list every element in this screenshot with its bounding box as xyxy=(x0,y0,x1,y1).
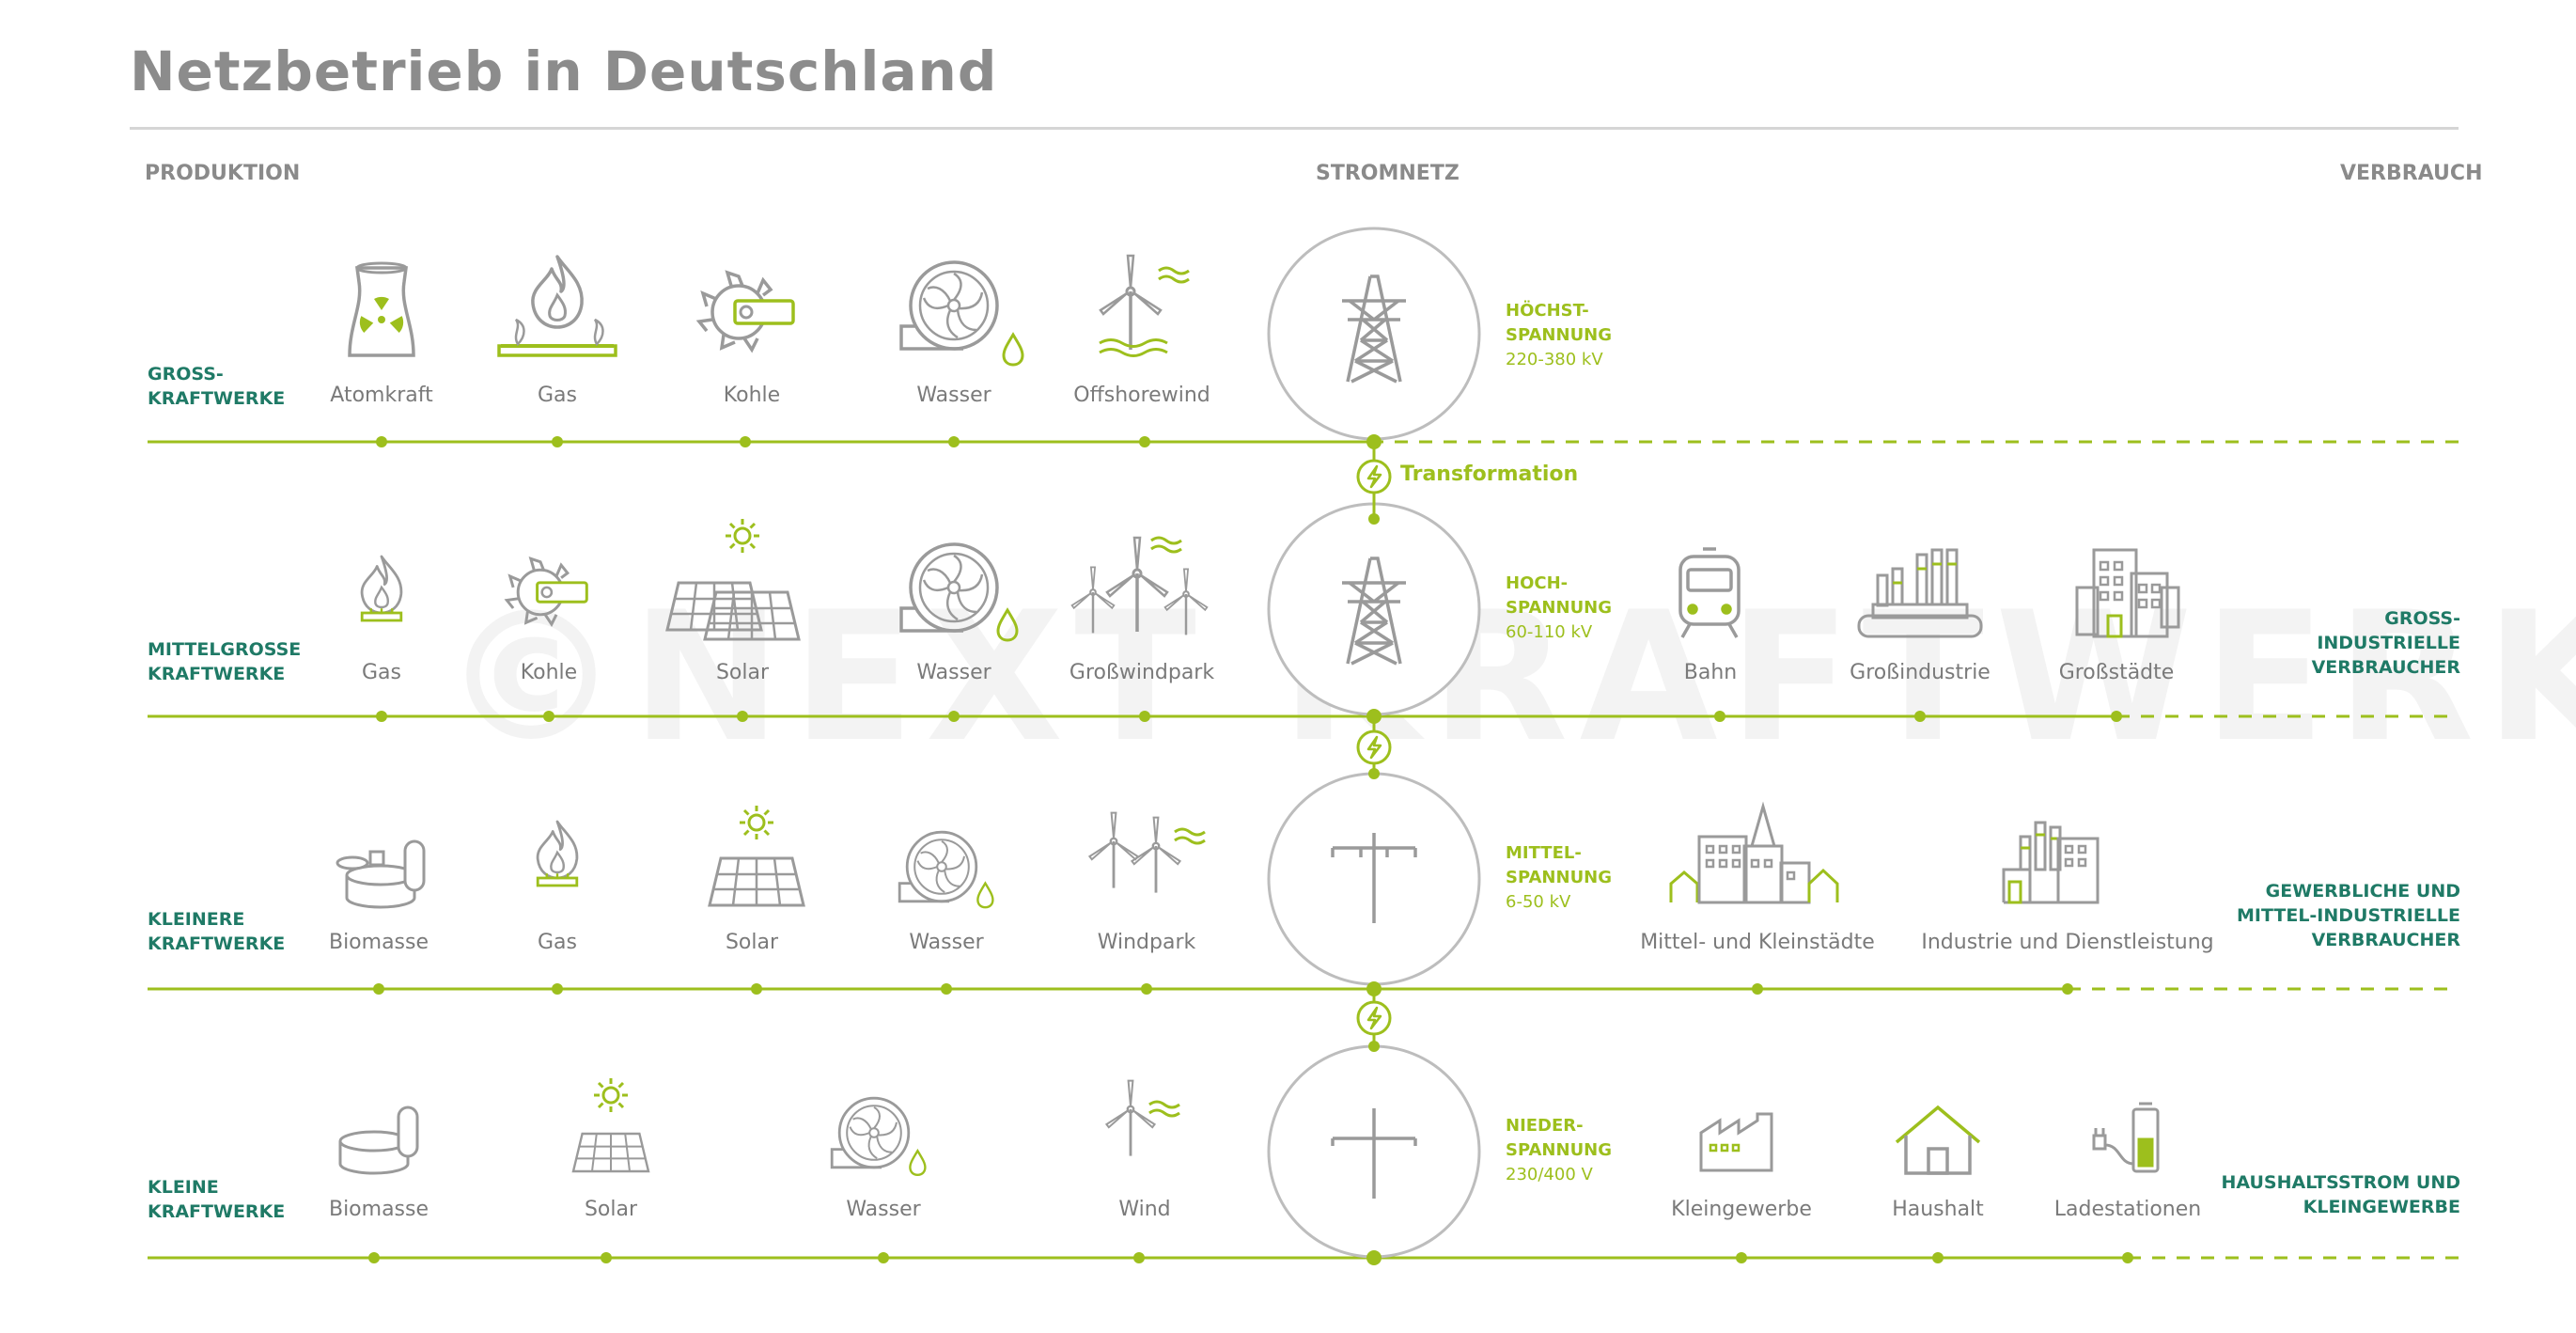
consumer-label-ladestationen: Ladestationen xyxy=(2053,1198,2202,1221)
producer-label-windpark: Windpark xyxy=(1097,931,1196,954)
producer-label-wasser: Wasser xyxy=(909,931,984,954)
row-label-kleine: KLEINE KRAFTWERKE xyxy=(148,1177,286,1222)
transformation-label: Transformation xyxy=(1400,463,1579,486)
consumer-label-bahn: Bahn xyxy=(1683,661,1738,684)
producer-label-gas: Gas xyxy=(538,384,577,407)
consumer-label-industrie-dienstleistung: Industrie und Dienstleistung xyxy=(1921,931,2214,954)
flame-icon xyxy=(497,255,617,357)
water-turbine-icon xyxy=(830,1096,927,1177)
producer-label-solar: Solar xyxy=(725,931,779,954)
copyright-watermark: ©NEXT KRAFTWERKE xyxy=(442,573,2576,781)
lightning-icon xyxy=(1356,459,1392,494)
wind-turbine-icon xyxy=(1105,1079,1181,1157)
coal-excavator-icon xyxy=(697,271,795,352)
consumer-category-gewerblich: GEWERBLICHE UND MITTEL-INDUSTRIELLE VERBRA… xyxy=(2237,881,2460,950)
row-label-mittelgross: MITTELGROSSE KRAFTWERKE xyxy=(148,639,302,684)
line-dots xyxy=(368,434,2133,1265)
voltage-label-mittel: MITTEL- SPANNUNG 6-50 kV xyxy=(1506,843,1613,912)
train-icon xyxy=(1678,547,1741,638)
factory-icon xyxy=(2002,821,2100,904)
charging-station-icon xyxy=(2092,1102,2160,1173)
coal-excavator-icon xyxy=(505,557,588,626)
producer-label-solar: Solar xyxy=(584,1198,638,1221)
factory-icon xyxy=(1699,1112,1773,1172)
column-header-production: PRODUKTION xyxy=(145,162,301,185)
grid-lines xyxy=(148,440,2459,1260)
offshore-wind-icon xyxy=(1099,254,1191,357)
producer-label-biomasse: Biomasse xyxy=(328,931,429,954)
producer-label-biomasse: Biomasse xyxy=(328,1198,429,1221)
producer-label-gas: Gas xyxy=(362,661,401,684)
water-turbine-icon xyxy=(899,260,1024,367)
solar-panel-icon xyxy=(665,517,801,641)
water-turbine-icon xyxy=(898,830,994,909)
column-header-grid: STROMNETZ xyxy=(1316,162,1460,185)
voltage-label-nieder: NIEDER- SPANNUNG 230/400 V xyxy=(1506,1116,1613,1184)
column-header-consumption: VERBRAUCH xyxy=(2340,162,2483,185)
voltage-label-hoch: HOCH- SPANNUNG 60-110 kV xyxy=(1506,573,1613,642)
title-divider xyxy=(130,127,2459,130)
city-icon xyxy=(2075,548,2180,638)
producer-label-atomkraft: Atomkraft xyxy=(330,384,433,407)
voltage-label-hoechst: HÖCHST- SPANNUNG 220-380 kV xyxy=(1506,301,1613,369)
wind-turbine-icon xyxy=(1070,536,1209,636)
lightning-icon xyxy=(1356,1000,1392,1036)
consumer-category-gross-industrie: GROSS- INDUSTRIELLE VERBRAUCHER xyxy=(2311,608,2460,678)
producer-label-gas: Gas xyxy=(538,931,577,954)
producer-label-wasser: Wasser xyxy=(916,384,991,407)
solar-panel-icon xyxy=(571,1076,650,1173)
producer-label-kohle: Kohle xyxy=(723,384,781,407)
town-icon xyxy=(1669,801,1839,904)
row-label-gross: GROSS- KRAFTWERKE xyxy=(148,364,286,409)
water-turbine-icon xyxy=(899,542,1019,642)
lightning-icon xyxy=(1356,729,1392,765)
producer-label-solar: Solar xyxy=(715,661,770,684)
flame-icon xyxy=(360,555,403,622)
consumer-label-grossstaedte: Großstädte xyxy=(2058,661,2175,684)
producer-label-kohle: Kohle xyxy=(520,661,578,684)
consumer-label-grossindustrie: Großindustrie xyxy=(1850,661,1991,684)
consumer-category-haushalt: HAUSHALTSSTROM UND KLEINGEWERBE xyxy=(2221,1172,2460,1217)
producer-label-offshorewind: Offshorewind xyxy=(1073,384,1210,407)
producer-label-grosswindpark: Großwindpark xyxy=(1069,661,1215,684)
biomass-tanks-icon xyxy=(338,1106,419,1175)
biomass-tanks-icon xyxy=(336,839,426,909)
row-label-kleinere: KLEINERE KRAFTWERKE xyxy=(148,909,286,954)
producer-label-wasser: Wasser xyxy=(846,1198,921,1221)
nuclear-plant-icon xyxy=(348,261,415,357)
solar-panel-icon xyxy=(708,804,805,907)
house-icon xyxy=(1895,1105,1981,1175)
wind-turbine-icon xyxy=(1088,811,1207,895)
factory-icon xyxy=(1857,548,1983,638)
page-title: Netzbetrieb in Deutschland xyxy=(130,39,998,103)
producer-label-wasser: Wasser xyxy=(916,661,991,684)
producer-label-wind: Wind xyxy=(1118,1198,1171,1221)
consumer-label-kleingewerbe: Kleingewerbe xyxy=(1671,1198,1812,1221)
consumer-label-haushalt: Haushalt xyxy=(1892,1198,1984,1221)
consumer-label-mittel-kleinstaedte: Mittel- und Kleinstädte xyxy=(1640,931,1875,954)
flame-icon xyxy=(536,820,579,887)
